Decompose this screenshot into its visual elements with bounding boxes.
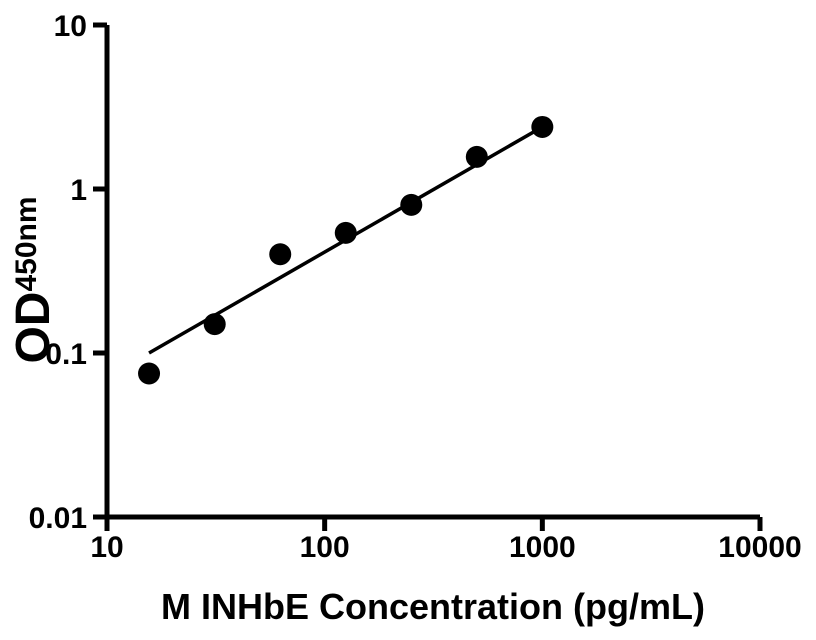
y-ticks-group: 10 1 0.1 0.01 [29, 10, 107, 535]
y-tick-label: 1 [70, 174, 87, 207]
data-point [465, 145, 488, 168]
data-point [269, 243, 292, 266]
x-tick-label: 10 [90, 531, 123, 564]
x-tick-label: 100 [300, 531, 350, 564]
data-points-group [138, 115, 554, 385]
x-axis-title: M INHbE Concentration (pg/mL) [161, 586, 705, 627]
y-axis-title-sub: 450nm [10, 196, 43, 291]
x-ticks-group: 10 100 1000 10000 [90, 517, 802, 564]
y-tick-label: 10 [54, 10, 87, 43]
data-point [531, 115, 554, 138]
data-point [400, 193, 423, 216]
y-tick-label: 0.1 [45, 338, 87, 371]
axes-group [104, 25, 760, 520]
y-axis-title-main: OD [7, 292, 60, 364]
data-point [203, 313, 226, 336]
x-tick-label: 10000 [718, 531, 801, 564]
axis-lines [104, 25, 760, 520]
y-axis-title: OD450nm [7, 196, 60, 363]
x-tick-label: 1000 [509, 531, 576, 564]
data-point [138, 362, 161, 385]
y-tick-label: 0.01 [29, 502, 87, 535]
data-point [334, 221, 357, 244]
